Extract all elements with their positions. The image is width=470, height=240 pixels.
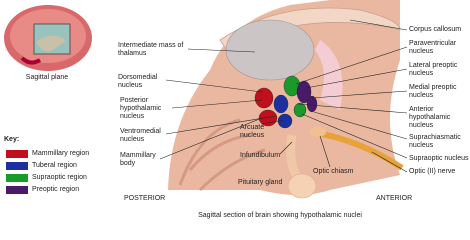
key-swatch	[6, 174, 28, 182]
caption: Sagittal section of brain showing hypoth…	[198, 212, 362, 219]
label: Corpus callosum	[409, 26, 462, 33]
orientation-label: POSTERIOR	[124, 195, 166, 202]
nucleus	[306, 95, 318, 113]
optic-chiasm	[310, 127, 326, 137]
nucleus	[273, 94, 289, 114]
label: Arcuate nucleus	[240, 124, 265, 139]
inset-thalamus	[36, 35, 66, 52]
label: Paraventricular nucleus	[409, 40, 457, 55]
label: Supraoptic nucleus	[409, 155, 469, 162]
nucleus	[296, 80, 312, 104]
nucleus	[254, 87, 274, 109]
key-swatch	[6, 150, 28, 158]
label: Medial preoptic nucleus	[409, 84, 457, 99]
leader-lines	[159, 19, 408, 173]
label: Mammillary body	[120, 152, 156, 167]
key-label: Supraoptic region	[32, 174, 87, 181]
inset-label: Sagittal plane	[25, 74, 69, 81]
label: Lateral preoptic nucleus	[409, 62, 458, 77]
thalamus	[225, 19, 315, 81]
key-label: Tuberal region	[32, 162, 77, 169]
label: Ventromedial nucleus	[120, 128, 161, 143]
key-swatch	[6, 162, 28, 170]
label: Optic chiasm	[313, 168, 354, 175]
infundibulum	[286, 134, 301, 178]
key-swatch	[6, 186, 28, 194]
inset-cerebellum	[20, 56, 42, 65]
key-title: Key:	[4, 136, 20, 143]
key-label: Mammillary region	[32, 150, 90, 157]
pituitary	[287, 173, 317, 199]
folds	[178, 118, 266, 192]
label: Pituitary gland	[238, 179, 283, 186]
key-label: Preoptic region	[32, 186, 80, 193]
orientation-label: ANTERIOR	[376, 195, 413, 202]
label: Suprachiasmatic nucleus	[409, 134, 461, 149]
nucleus	[293, 102, 307, 118]
label: Infundibulum	[240, 152, 281, 159]
label: Dorsomedial nucleus	[118, 74, 158, 89]
label: Anterior hypothalamic nucleus	[409, 106, 451, 129]
label: Intermediate mass of thalamus	[118, 42, 184, 57]
ventricle	[315, 40, 343, 110]
label: Posterior hypothalamic nucleus	[120, 97, 162, 120]
label: Optic (II) nerve	[409, 168, 456, 175]
